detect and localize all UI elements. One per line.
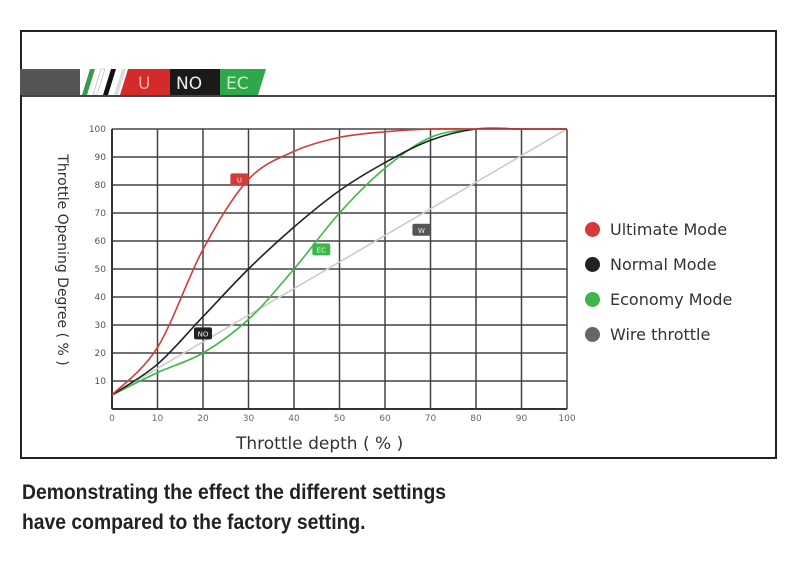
legend-item-ultimate: Ultimate Mode bbox=[585, 212, 732, 247]
banner-u: U bbox=[138, 74, 150, 94]
y-tick-label: 20 bbox=[95, 349, 107, 359]
y-tick-label: 10 bbox=[95, 377, 107, 387]
x-tick-label: 40 bbox=[288, 414, 300, 424]
x-tick-label: 90 bbox=[516, 414, 528, 424]
ultimate-dot-icon bbox=[585, 222, 600, 237]
y-axis-label: Throttle Opening Degree ( % ) bbox=[54, 154, 70, 366]
x-tick-label: 70 bbox=[425, 414, 437, 424]
x-tick-label: 20 bbox=[197, 414, 209, 424]
series-marker-label: NO bbox=[198, 330, 209, 338]
x-tick-label: 30 bbox=[243, 414, 255, 424]
x-tick-label: 100 bbox=[558, 414, 575, 424]
legend: Ultimate Mode Normal Mode Economy Mode W… bbox=[585, 212, 732, 352]
legend-item-normal: Normal Mode bbox=[585, 247, 732, 282]
series-line-u bbox=[111, 127, 567, 396]
x-tick-label: 50 bbox=[334, 414, 346, 424]
x-axis-label: Throttle depth ( % ) bbox=[236, 434, 404, 454]
series-marker-ec bbox=[312, 243, 331, 256]
legend-item-wire: Wire throttle bbox=[585, 317, 732, 352]
banner-no: NO bbox=[176, 74, 202, 94]
legend-item-economy: Economy Mode bbox=[585, 282, 732, 317]
y-tick-label: 70 bbox=[95, 209, 107, 219]
x-tick-label: 10 bbox=[152, 414, 164, 424]
series-marker-label: EC bbox=[317, 246, 326, 254]
y-tick-label: 80 bbox=[95, 181, 107, 191]
x-tick-label: 60 bbox=[379, 414, 391, 424]
y-tick-label: 40 bbox=[95, 293, 107, 303]
y-tick-label: 100 bbox=[89, 125, 106, 135]
y-tick-label: 30 bbox=[95, 321, 107, 331]
wire-dot-icon bbox=[585, 327, 600, 342]
series-marker-u bbox=[230, 173, 249, 186]
series-marker-w bbox=[412, 223, 431, 236]
economy-dot-icon bbox=[585, 292, 600, 307]
caption: Demonstrating the effect the different s… bbox=[22, 481, 447, 534]
banner-divider bbox=[22, 95, 775, 97]
banner-ec: EC bbox=[226, 74, 249, 94]
y-tick-label: 50 bbox=[95, 265, 107, 275]
chart-frame bbox=[20, 30, 777, 459]
x-tick-label: 80 bbox=[470, 414, 482, 424]
series-marker-label: U bbox=[237, 176, 242, 184]
series-marker-label: W bbox=[418, 227, 425, 235]
series-line-w bbox=[111, 128, 568, 396]
y-tick-label: 90 bbox=[95, 153, 107, 163]
y-tick-label: 60 bbox=[95, 237, 107, 247]
series-marker-no bbox=[194, 327, 212, 340]
normal-dot-icon bbox=[585, 257, 600, 272]
mode-banner: U NO EC bbox=[20, 68, 266, 96]
x-tick-label: 0 bbox=[109, 414, 115, 424]
